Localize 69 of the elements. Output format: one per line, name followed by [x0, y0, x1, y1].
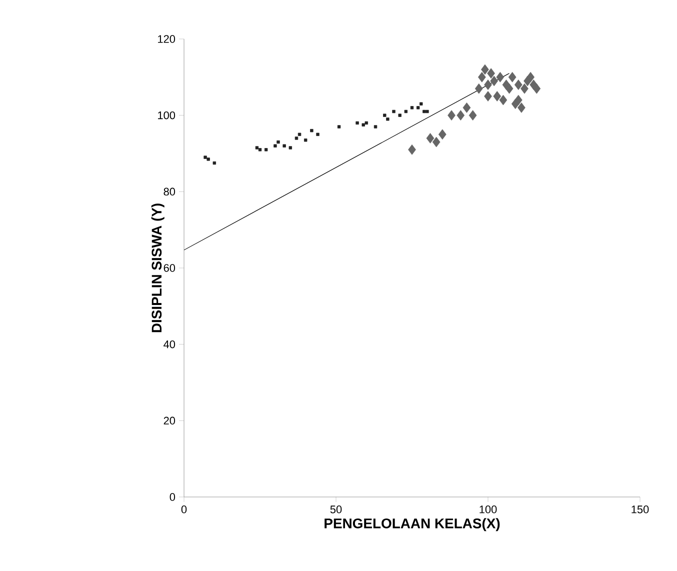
point — [508, 72, 516, 82]
point — [298, 132, 302, 136]
point — [316, 132, 320, 136]
point — [422, 110, 426, 114]
point — [408, 144, 416, 155]
point — [518, 102, 526, 113]
point — [392, 110, 396, 114]
point — [374, 125, 378, 128]
point — [487, 68, 495, 79]
y-tick-label: 0 — [170, 493, 176, 501]
point — [274, 144, 277, 148]
point — [432, 136, 440, 148]
point — [310, 128, 314, 132]
point — [514, 94, 522, 106]
point — [258, 148, 262, 152]
x-tick-label: 50 — [330, 506, 342, 514]
point — [386, 118, 390, 121]
point — [505, 83, 514, 94]
point — [520, 83, 528, 94]
y-tick-label: 120 — [158, 35, 176, 43]
y-tick-label: 80 — [164, 188, 176, 196]
point — [337, 125, 341, 128]
x-axis-title: PENGELOLAAN KELAS(X) — [324, 518, 500, 532]
x-tick-label: 150 — [632, 506, 649, 514]
point — [484, 91, 492, 102]
point — [496, 72, 504, 82]
point — [438, 129, 446, 140]
y-tick-label: 20 — [164, 416, 176, 425]
x-tick-label: 0 — [181, 506, 187, 514]
y-tick-label: 100 — [158, 111, 176, 120]
point — [499, 94, 508, 106]
point — [204, 156, 207, 159]
point — [288, 146, 292, 150]
point — [294, 136, 298, 140]
point — [514, 80, 522, 90]
point — [206, 158, 210, 161]
y-tick-label: 60 — [164, 264, 176, 272]
point — [456, 110, 465, 120]
point — [362, 123, 365, 126]
point — [304, 138, 308, 142]
point — [493, 91, 502, 102]
point — [416, 106, 420, 110]
point — [426, 110, 429, 114]
point — [532, 83, 541, 94]
point — [410, 106, 414, 110]
point — [474, 83, 483, 94]
point — [264, 148, 268, 152]
point — [276, 140, 280, 144]
point — [420, 102, 423, 106]
point — [478, 72, 486, 82]
point — [282, 144, 286, 148]
point — [490, 76, 498, 86]
point — [255, 146, 259, 150]
point — [404, 110, 408, 114]
y-tick-label: 40 — [164, 340, 176, 348]
point — [364, 121, 368, 125]
point — [356, 121, 359, 125]
x-tick-label: 100 — [480, 506, 497, 514]
point — [468, 110, 477, 120]
point — [481, 64, 489, 75]
point — [462, 102, 471, 113]
point — [484, 80, 492, 90]
point — [212, 161, 216, 165]
point — [448, 110, 456, 120]
point — [526, 72, 535, 82]
y-axis-title: DISIPLIN SISWA (Y) — [151, 204, 164, 332]
point — [426, 133, 434, 144]
point — [398, 114, 402, 117]
point — [383, 114, 386, 117]
